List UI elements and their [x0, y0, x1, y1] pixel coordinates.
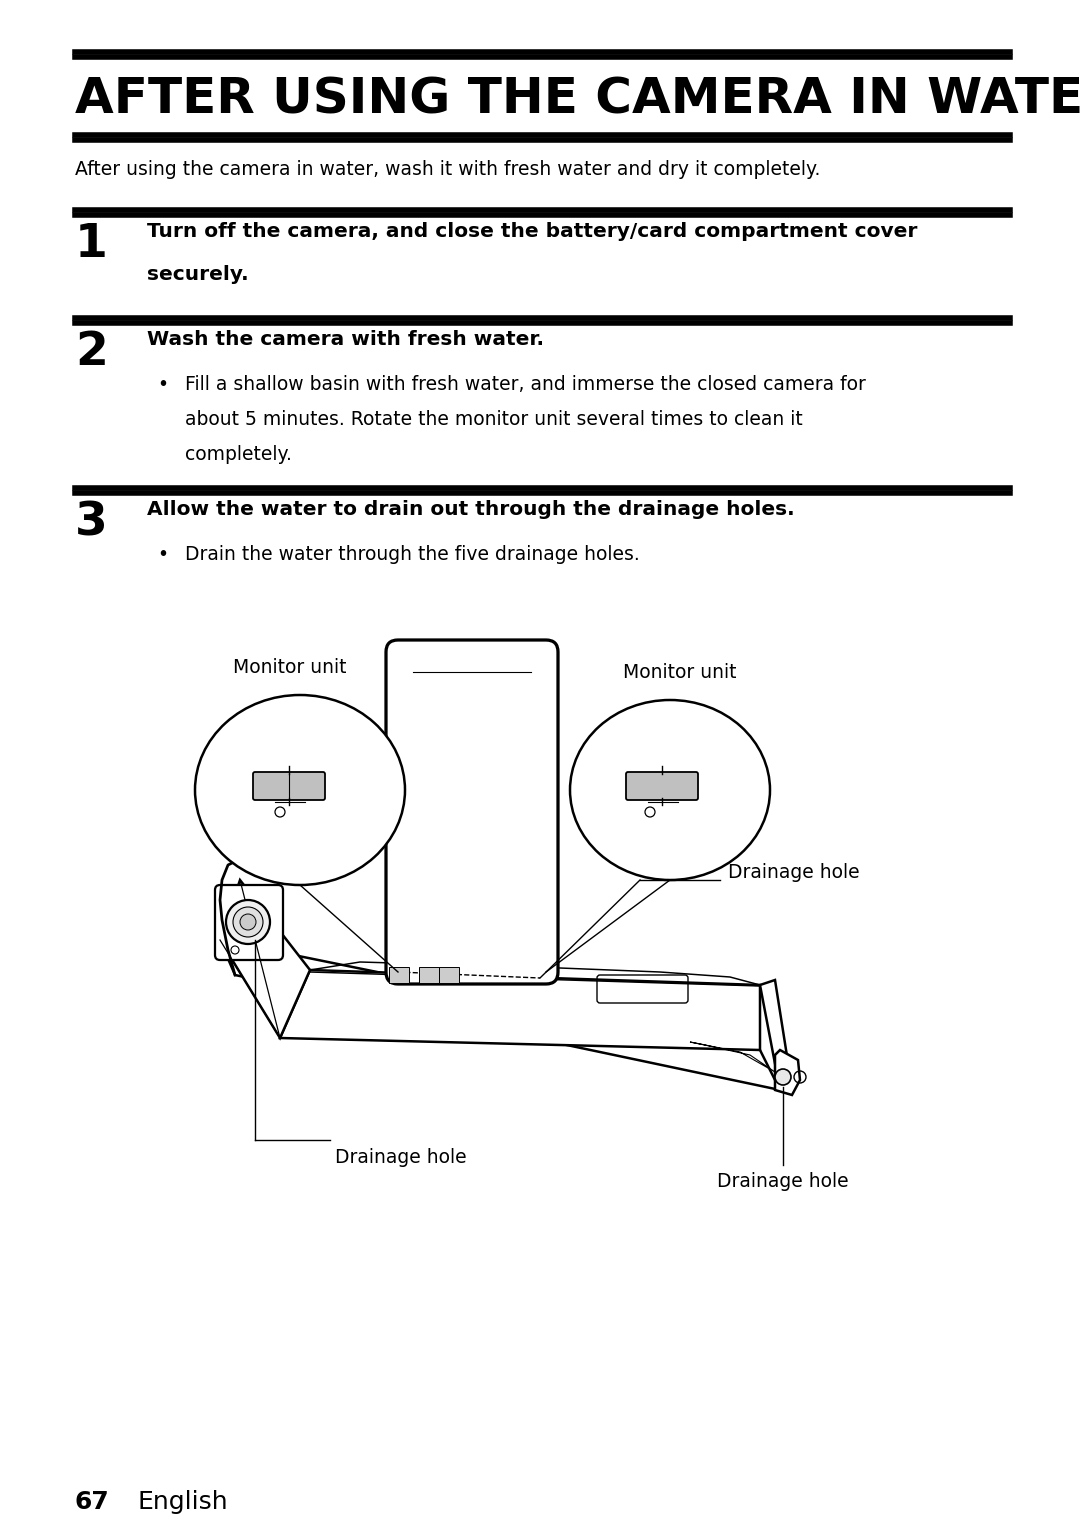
Text: Monitor unit: Monitor unit: [623, 662, 737, 682]
Text: Wash the camera with fresh water.: Wash the camera with fresh water.: [147, 330, 544, 349]
Text: AFTER USING THE CAMERA IN WATER: AFTER USING THE CAMERA IN WATER: [75, 76, 1080, 124]
Text: 3: 3: [75, 501, 108, 545]
Text: English: English: [137, 1489, 228, 1514]
Text: completely.: completely.: [185, 446, 292, 464]
Text: Allow the water to drain out through the drainage holes.: Allow the water to drain out through the…: [147, 501, 795, 519]
Text: Drainage hole: Drainage hole: [728, 862, 860, 882]
Ellipse shape: [570, 700, 770, 881]
Circle shape: [240, 914, 256, 929]
Circle shape: [231, 946, 239, 954]
Polygon shape: [760, 980, 789, 1090]
Text: 67: 67: [75, 1489, 110, 1514]
FancyBboxPatch shape: [215, 885, 283, 960]
Text: Fill a shallow basin with fresh water, and immerse the closed camera for: Fill a shallow basin with fresh water, a…: [185, 375, 866, 394]
Text: •: •: [157, 375, 168, 394]
Circle shape: [226, 900, 270, 945]
Text: Turn off the camera, and close the battery/card compartment cover: Turn off the camera, and close the batte…: [147, 221, 917, 241]
Circle shape: [233, 906, 264, 937]
Text: about 5 minutes. Rotate the monitor unit several times to clean it: about 5 minutes. Rotate the monitor unit…: [185, 410, 802, 429]
FancyBboxPatch shape: [386, 639, 558, 984]
FancyBboxPatch shape: [626, 772, 698, 800]
Text: Drainage hole: Drainage hole: [335, 1148, 467, 1167]
Ellipse shape: [195, 694, 405, 885]
FancyBboxPatch shape: [438, 967, 459, 983]
Polygon shape: [220, 940, 780, 1090]
Polygon shape: [775, 1050, 800, 1096]
FancyBboxPatch shape: [253, 772, 325, 800]
Polygon shape: [280, 971, 760, 1050]
Polygon shape: [690, 1042, 775, 1071]
FancyBboxPatch shape: [419, 967, 438, 983]
Circle shape: [775, 1070, 791, 1085]
Text: •: •: [157, 545, 168, 565]
Text: Drainage hole: Drainage hole: [717, 1172, 849, 1190]
FancyBboxPatch shape: [389, 967, 409, 983]
Text: After using the camera in water, wash it with fresh water and dry it completely.: After using the camera in water, wash it…: [75, 160, 821, 179]
Text: securely.: securely.: [147, 266, 248, 284]
Polygon shape: [220, 881, 310, 1038]
Text: Drain the water through the five drainage holes.: Drain the water through the five drainag…: [185, 545, 639, 565]
Text: 2: 2: [75, 330, 108, 375]
Text: 1: 1: [75, 221, 108, 267]
Text: Monitor unit: Monitor unit: [233, 658, 347, 678]
